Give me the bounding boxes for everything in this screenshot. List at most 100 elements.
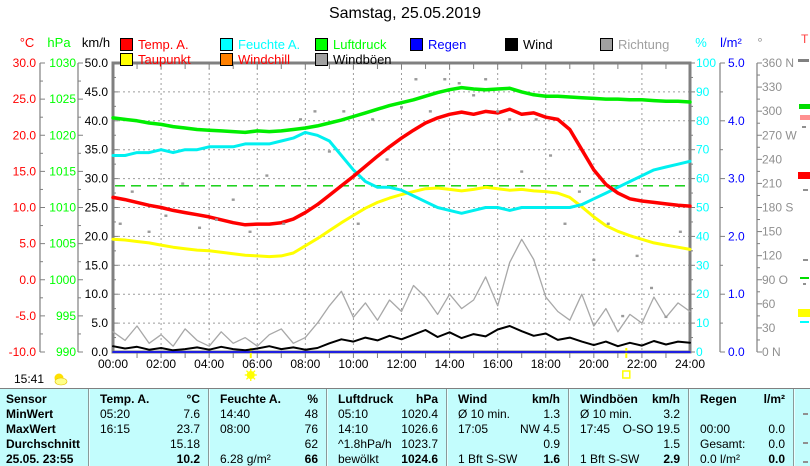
- direction-dot: [414, 78, 418, 81]
- direction-dot: [231, 198, 235, 201]
- axis-tick-label: 0: [696, 345, 703, 359]
- legend-item: Regen: [410, 36, 466, 52]
- time-label: 06:00: [242, 357, 272, 371]
- legend-swatch: [410, 38, 423, 51]
- table-cell: 1 Bft S-SW: [458, 452, 518, 466]
- axis-tick-label: 1000: [49, 273, 76, 287]
- axis-tick-label: 20.0: [85, 229, 109, 243]
- axis-tick-label: 15.0: [13, 164, 37, 178]
- edge-mark: [800, 115, 810, 120]
- axis-tick-label: 210: [762, 176, 782, 190]
- table-value: 1026.6: [401, 422, 438, 436]
- legend-swatch: [120, 53, 133, 66]
- axis-tick-label: 995: [56, 309, 76, 323]
- table-value: 15.18: [169, 437, 200, 451]
- table-cell: Windböen: [580, 392, 638, 406]
- table-cell: ^1.8hPa/h: [338, 437, 392, 451]
- table-cell: Wind: [458, 392, 488, 406]
- table-divider: [88, 389, 90, 466]
- axis-tick-label: 60: [696, 172, 710, 186]
- axis-tick-label: 40: [696, 229, 710, 243]
- table-divider: [326, 389, 328, 466]
- axis-tick-label: 15.0: [85, 258, 109, 272]
- legend-item: Windböen: [315, 51, 392, 67]
- direction-dot: [650, 286, 654, 290]
- axis-tick-label: 30: [696, 258, 710, 272]
- axis-tick-label: 0.0: [728, 345, 745, 359]
- direction-dot: [282, 222, 286, 225]
- axis-tick-label: 40.0: [85, 114, 109, 128]
- sunset-square-icon: [622, 370, 631, 379]
- legend-label: Taupunkt: [138, 52, 191, 67]
- direction-dot: [472, 94, 476, 97]
- legend-item: Windchill: [220, 51, 291, 67]
- table-cell: 14:40: [220, 407, 251, 421]
- table-value: 1024.6: [401, 452, 438, 466]
- legend-item: Luftdruck: [315, 36, 387, 52]
- legend-label: Richtung: [618, 37, 670, 52]
- table-cell: 00:00: [700, 422, 731, 436]
- legend-swatch: [315, 38, 328, 51]
- sunrise-ray: [245, 370, 256, 380]
- axis-tick-label: 5.0: [91, 316, 108, 330]
- axis-tick-label: 90 O: [762, 273, 788, 287]
- table-cell: 17:05: [458, 422, 489, 436]
- legend-label: Temp. A.: [138, 37, 189, 52]
- direction-dot: [549, 154, 553, 157]
- edge-mark: [802, 126, 806, 128]
- direction-dot: [299, 118, 303, 121]
- axis-tick-label: 1015: [49, 164, 76, 178]
- axis-tick-label: 25.0: [13, 92, 37, 106]
- direction-dot: [428, 110, 432, 113]
- time-label: 14:00: [435, 357, 465, 371]
- axis-tick-label: -5.0: [15, 309, 36, 323]
- edge-mark: [800, 321, 809, 323]
- axis-tick-label: 45.0: [85, 85, 109, 99]
- axis-tick-label: 20.0: [13, 128, 37, 142]
- legend-label: Windböen: [333, 52, 392, 67]
- direction-dot: [508, 118, 512, 121]
- direction-dot: [484, 78, 488, 81]
- axis-tick-label: 25.0: [85, 201, 109, 215]
- table-value: %: [307, 392, 318, 406]
- series-wind: [112, 325, 691, 352]
- legend-label: Luftdruck: [333, 37, 387, 52]
- legend-label: Windchill: [238, 52, 291, 67]
- axis-tick-label: 0.0: [19, 273, 36, 287]
- table-cell: Feuchte A.: [220, 392, 281, 406]
- direction-dot: [147, 230, 151, 233]
- table-value: 0.0: [768, 437, 785, 451]
- sunrise-ray: [245, 370, 256, 380]
- edge-mark: [798, 172, 810, 179]
- axis-tick-label: 1020: [49, 128, 76, 142]
- edge-mark: [803, 283, 806, 285]
- table-value: km/h: [651, 392, 680, 406]
- page-title: Samstag, 25.05.2019: [328, 5, 482, 22]
- legend-label: Wind: [523, 37, 553, 52]
- axis-tick-label: 0 N: [762, 345, 781, 359]
- direction-dot: [342, 110, 346, 113]
- direction-dot: [664, 315, 668, 319]
- table-value: 1.3: [543, 407, 560, 421]
- direction-dot: [313, 110, 317, 113]
- direction-dot: [678, 230, 682, 233]
- time-label: 00:00: [98, 357, 128, 371]
- direction-dot: [520, 170, 524, 173]
- table-cell: 05:20: [100, 407, 131, 421]
- table-value: °C: [186, 392, 200, 406]
- table-value: 76: [304, 422, 318, 436]
- table-cell: 14:10: [338, 422, 369, 436]
- axis-tick-label: 90: [696, 85, 710, 99]
- direction-dot: [327, 150, 331, 153]
- table-divider: [793, 389, 795, 466]
- legend-item: Wind: [505, 36, 553, 52]
- legend-swatch: [315, 53, 328, 66]
- legend-swatch: [505, 38, 518, 51]
- direction-dot: [356, 222, 360, 225]
- table-cell: Temp. A.: [100, 392, 150, 406]
- axis-tick-label: 10.0: [85, 287, 109, 301]
- axis-tick-label: -10.0: [9, 345, 37, 359]
- edge-mark: [803, 259, 808, 261]
- axis-tick-label: 330: [762, 80, 782, 94]
- direction-dot: [400, 106, 403, 109]
